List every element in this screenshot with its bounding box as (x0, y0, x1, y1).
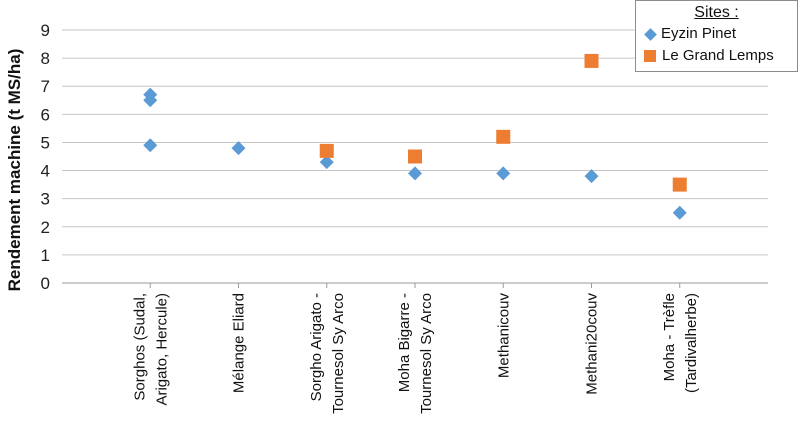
category-label: Sorgho Arigato - Tournesol Sy Arco (308, 293, 347, 414)
category-label-line: Sorgho Arigato - (308, 293, 325, 401)
category-label: Mélange Eliard (231, 293, 248, 393)
category-label: Moha Bigarre - Tournesol Sy Arco (396, 293, 435, 414)
y-tick-label: 0 (41, 274, 50, 293)
square-data-point (319, 143, 334, 158)
diamond-data-point (496, 166, 511, 181)
square-data-point (496, 129, 511, 144)
y-tick-label: 2 (41, 218, 50, 237)
category-label-line: Moha Bigarre - (396, 293, 413, 392)
diamond-marker-icon (644, 27, 657, 41)
legend: Sites : Eyzin Pinet Le Grand Lemps (635, 0, 798, 72)
y-tick-label: 1 (41, 246, 50, 265)
legend-title: Sites : (636, 4, 797, 22)
category-label: Sorghos (Sudal, Arigato, Hercule) (131, 293, 170, 406)
category-label-line: Tournesol Sy Arco (330, 293, 347, 414)
category-label: Moha - Trèfle (Tardivalherbe) (661, 293, 700, 393)
category-label: Methanicouv (495, 293, 512, 379)
square-data-point (408, 149, 422, 164)
legend-item-eyzin-pinet: Eyzin Pinet (644, 25, 736, 42)
diamond-data-point (143, 93, 158, 108)
diamond-data-point (231, 141, 246, 156)
diamond-data-point (672, 205, 687, 220)
legend-label: Eyzin Pinet (661, 25, 737, 42)
diamond-data-point (319, 155, 334, 170)
y-tick-label: 6 (41, 105, 50, 124)
category-label-line: Methanicouv (495, 293, 512, 379)
category-label-line: (Tardivalherbe) (683, 293, 700, 393)
legend-item-le-grand-lemps: Le Grand Lemps (644, 47, 774, 64)
category-label-line: Moha - Trèfle (661, 293, 678, 381)
diamond-data-point (408, 166, 422, 181)
y-axis-label: Rendement machine (t MS/ha) (5, 49, 24, 292)
diamond-data-point (143, 138, 158, 153)
y-tick-label: 4 (41, 162, 50, 181)
y-axis-ticks: 0 1 2 3 4 5 6 7 8 9 (41, 21, 50, 293)
y-tick-label: 5 (41, 133, 50, 152)
square-data-point (584, 53, 599, 68)
y-tick-label: 8 (41, 49, 50, 68)
category-label-line: Tournesol Sy Arco (418, 293, 435, 414)
category-label: Methani20couv (584, 293, 601, 395)
y-tick-label: 9 (41, 21, 50, 40)
x-axis-categories: Sorghos (Sudal, Arigato, Hercule) Mélange … (131, 283, 700, 414)
diamond-data-point (584, 169, 599, 184)
category-label-line: Sorghos (Sudal, (131, 293, 148, 401)
legend-title-text: Sites : (694, 4, 739, 21)
square-marker-icon (644, 50, 656, 63)
y-tick-label: 3 (41, 190, 50, 209)
category-label-line: Arigato, Hercule) (153, 293, 170, 406)
y-tick-label: 7 (41, 77, 50, 96)
category-label-line: Mélange Eliard (231, 293, 248, 393)
square-data-point (672, 177, 687, 192)
category-label-line: Methani20couv (584, 293, 601, 395)
legend-label: Le Grand Lemps (662, 47, 774, 64)
data-points (143, 53, 687, 220)
